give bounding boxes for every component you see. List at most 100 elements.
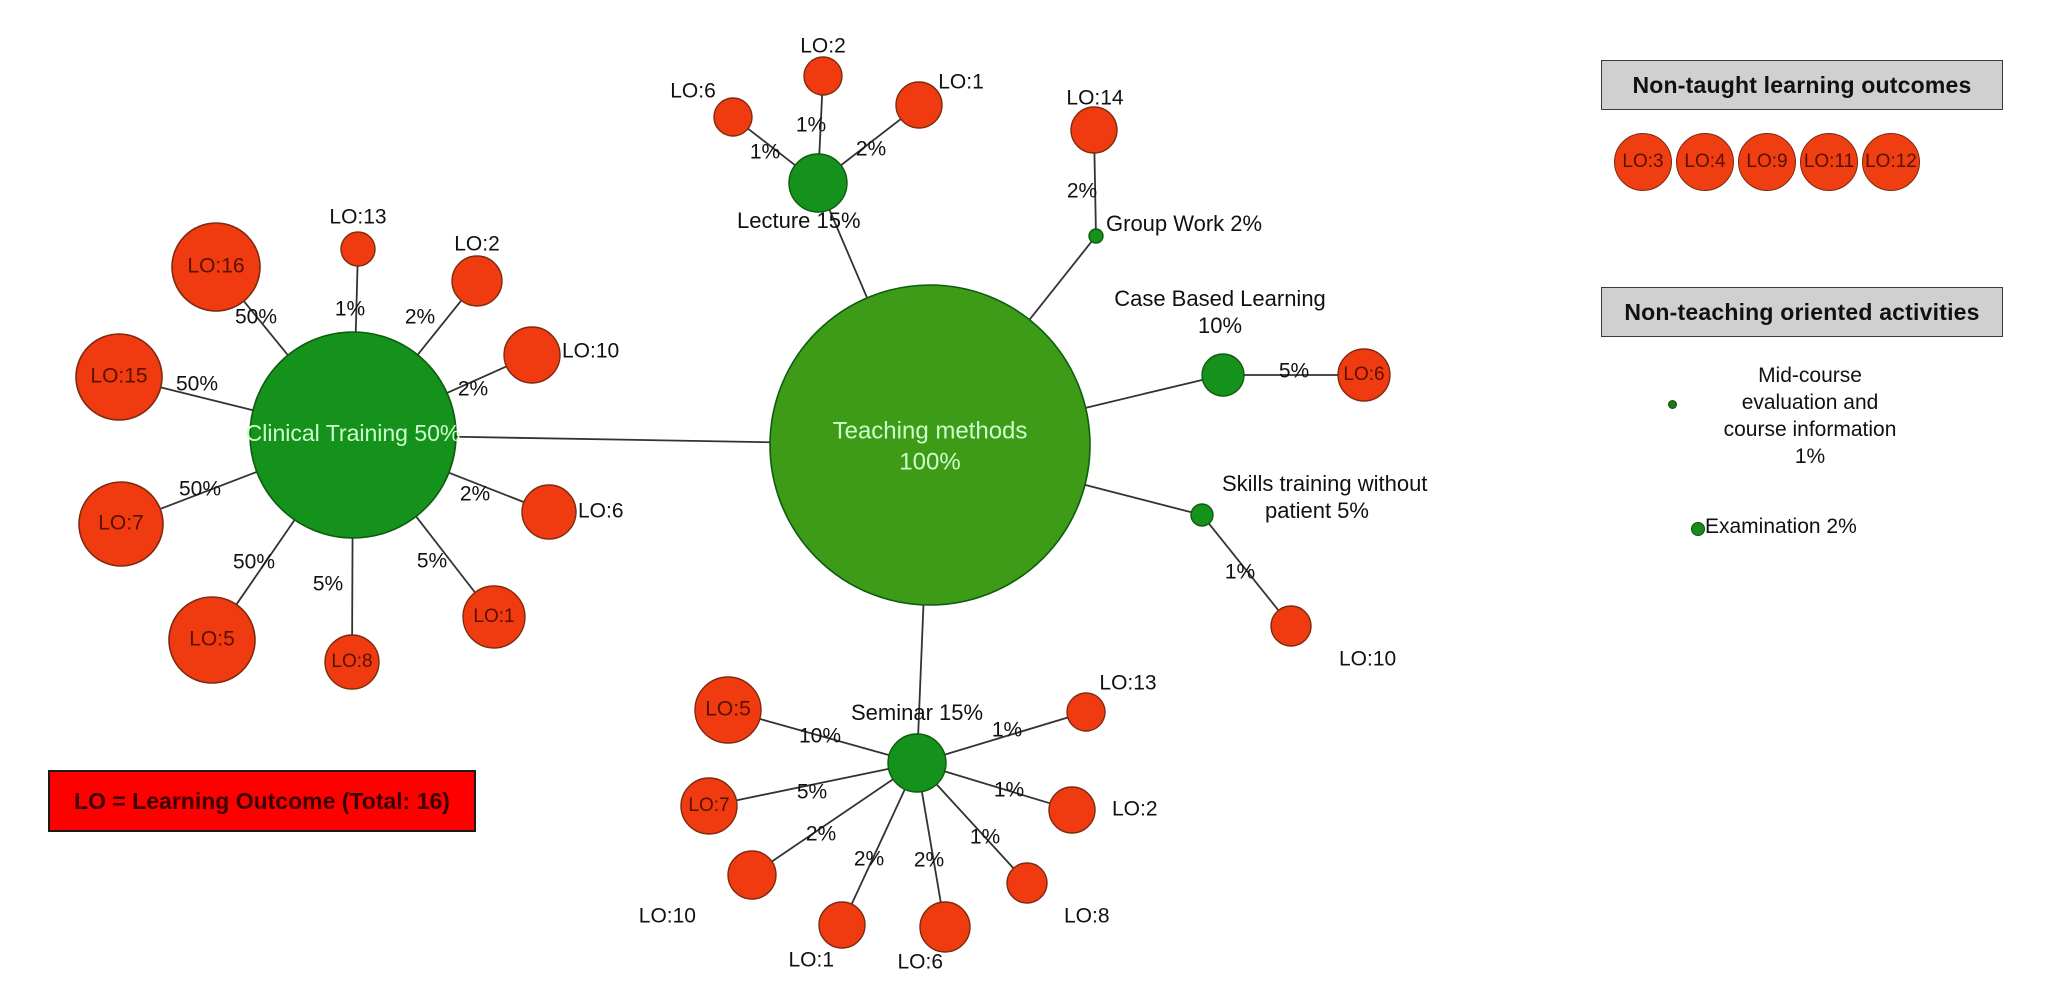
node-lec-lo2[interactable] xyxy=(803,56,843,96)
mid-course-marker-icon xyxy=(1668,400,1677,409)
label-lecture: Lecture 15% xyxy=(737,208,861,233)
edge-clinical-training-to-ct-lo6 xyxy=(448,471,525,503)
legend-non-teaching-header: Non-teaching oriented activities xyxy=(1601,287,2003,337)
activity-line-2: evaluation and xyxy=(1741,391,1879,414)
activity-line-3: course information xyxy=(1723,418,1897,441)
edge-weight-lec-lo1: 2% xyxy=(856,138,886,161)
edge-weight-sem-lo8: 1% xyxy=(970,826,1000,849)
label-lec-lo1: LO:1 xyxy=(938,71,984,94)
node-sem-lo13[interactable] xyxy=(1066,692,1106,732)
activity-examination: Examination 2% xyxy=(1691,515,1857,539)
edge-seminar-to-sem-lo5 xyxy=(759,718,890,757)
node-sem-lo8[interactable] xyxy=(1006,862,1048,904)
edge-layer xyxy=(159,94,1338,905)
edge-seminar-to-sem-lo6 xyxy=(920,791,942,903)
activity-line-1: Mid-course xyxy=(1758,364,1862,387)
legend-non-taught-item-4[interactable]: LO:11 xyxy=(1800,133,1858,191)
node-skills-training-without-patient[interactable] xyxy=(1190,503,1214,527)
label-sem-lo7: LO:7 xyxy=(688,795,729,816)
label-sem-lo5: LO:5 xyxy=(705,698,751,721)
edge-weight-sem-lo1: 2% xyxy=(854,848,884,871)
label-sem-lo6: LO:6 xyxy=(897,951,943,974)
node-ct-lo8[interactable] xyxy=(324,634,380,690)
edge-teaching-methods-to-clinical-training xyxy=(455,435,771,444)
node-case-based-learning[interactable] xyxy=(1201,353,1245,397)
edge-lecture-to-lec-lo2 xyxy=(818,94,824,155)
node-gw-lo14[interactable] xyxy=(1070,106,1118,154)
edge-weight-ct-lo1: 5% xyxy=(417,550,447,573)
edge-lecture-to-lec-lo1 xyxy=(840,118,902,166)
node-lec-lo6[interactable] xyxy=(713,97,753,137)
label-ct-lo10: LO:10 xyxy=(562,340,619,363)
edge-weight-sem-lo5: 10% xyxy=(799,725,841,748)
edge-weight-sem-lo7: 5% xyxy=(797,781,827,804)
edge-weight-ct-lo8: 5% xyxy=(313,573,343,596)
edge-weight-ct-lo6: 2% xyxy=(460,483,490,506)
edge-weight-ct-lo7: 50% xyxy=(179,478,221,501)
node-ct-lo13[interactable] xyxy=(340,231,376,267)
node-seminar[interactable] xyxy=(887,733,947,793)
legend-non-taught-title: Non-taught learning outcomes xyxy=(1632,71,1972,98)
node-ct-lo6[interactable] xyxy=(521,484,577,540)
label-ct-lo2: LO:2 xyxy=(454,233,500,256)
node-group-work[interactable] xyxy=(1088,228,1104,244)
legend-non-taught-item-5[interactable]: LO:12 xyxy=(1862,133,1920,191)
label-ct-lo1: LO:1 xyxy=(473,606,514,627)
node-sem-lo2[interactable] xyxy=(1048,786,1096,834)
node-sem-lo5[interactable] xyxy=(694,676,762,744)
node-ct-lo10[interactable] xyxy=(503,326,561,384)
edge-clinical-training-to-ct-lo5 xyxy=(235,519,296,606)
node-ct-lo15[interactable] xyxy=(75,333,163,421)
legend-non-taught-item-label: LO:3 xyxy=(1622,151,1664,172)
label-clinical-training: Clinical Training 50% xyxy=(246,420,461,446)
node-clinical-training[interactable] xyxy=(249,331,457,539)
label-ct-lo6: LO:6 xyxy=(578,500,624,523)
edge-weight-sem-lo2: 1% xyxy=(994,779,1024,802)
edge-clinical-training-to-ct-lo13 xyxy=(354,265,359,333)
node-ct-lo2[interactable] xyxy=(451,255,503,307)
node-ct-lo7[interactable] xyxy=(78,481,164,567)
label-case-based-learning-line1: Case Based Learning xyxy=(1114,286,1326,311)
edge-weight-cbl-lo6: 5% xyxy=(1279,360,1309,383)
edge-weight-gw-lo14: 2% xyxy=(1067,180,1097,203)
edge-lecture-to-lec-lo6 xyxy=(747,127,796,166)
node-ct-lo5[interactable] xyxy=(168,596,256,684)
legend-non-taught-item-1[interactable]: LO:3 xyxy=(1614,133,1672,191)
label-ct-lo7: LO:7 xyxy=(98,512,144,535)
edge-seminar-to-sem-lo8 xyxy=(935,783,1015,869)
edge-teaching-methods-to-group-work xyxy=(1028,240,1093,321)
node-teaching-methods[interactable] xyxy=(769,284,1091,606)
node-lec-lo1[interactable] xyxy=(895,81,943,129)
node-sem-lo6[interactable] xyxy=(919,901,971,953)
label-teaching-methods-line1: Teaching methods xyxy=(833,417,1028,444)
node-ct-lo1[interactable] xyxy=(462,585,526,649)
legend-non-taught-items: LO:3 LO:4 LO:9 LO:11 LO:12 xyxy=(1614,133,1920,191)
legend-non-taught-item-2[interactable]: LO:4 xyxy=(1676,133,1734,191)
label-lec-lo2: LO:2 xyxy=(800,35,846,58)
label-sem-lo2: LO:2 xyxy=(1112,798,1158,821)
label-ct-lo5: LO:5 xyxy=(189,628,235,651)
label-cbl-lo6: LO:6 xyxy=(1343,364,1384,385)
node-st-lo10[interactable] xyxy=(1270,605,1312,647)
label-case-based-learning-line2: 10% xyxy=(1198,313,1242,338)
label-layer: Teaching methods 100% Clinical Training 50… xyxy=(90,35,1427,974)
node-sem-lo7[interactable] xyxy=(680,777,738,835)
edge-weight-sem-lo13: 1% xyxy=(992,719,1022,742)
legend-non-taught-item-label: LO:9 xyxy=(1746,151,1788,172)
edge-clinical-training-to-ct-lo2 xyxy=(416,299,463,356)
edge-seminar-to-sem-lo10 xyxy=(771,778,894,863)
legend-non-taught-item-3[interactable]: LO:9 xyxy=(1738,133,1796,191)
label-ct-lo13: LO:13 xyxy=(329,206,386,229)
edge-weight-ct-lo5: 50% xyxy=(233,551,275,574)
node-lecture[interactable] xyxy=(788,153,848,213)
legend-non-taught-item-label: LO:4 xyxy=(1684,151,1726,172)
node-cbl-lo6[interactable] xyxy=(1337,348,1391,402)
node-ct-lo16[interactable] xyxy=(171,222,261,312)
legend-non-taught-header: Non-taught learning outcomes xyxy=(1601,60,2003,110)
edge-seminar-to-sem-lo7 xyxy=(736,767,889,802)
activity-line-4: 1% xyxy=(1794,445,1826,468)
node-sem-lo1[interactable] xyxy=(818,901,866,949)
legend-non-taught-item-label: LO:11 xyxy=(1803,151,1855,172)
node-sem-lo10[interactable] xyxy=(727,850,777,900)
